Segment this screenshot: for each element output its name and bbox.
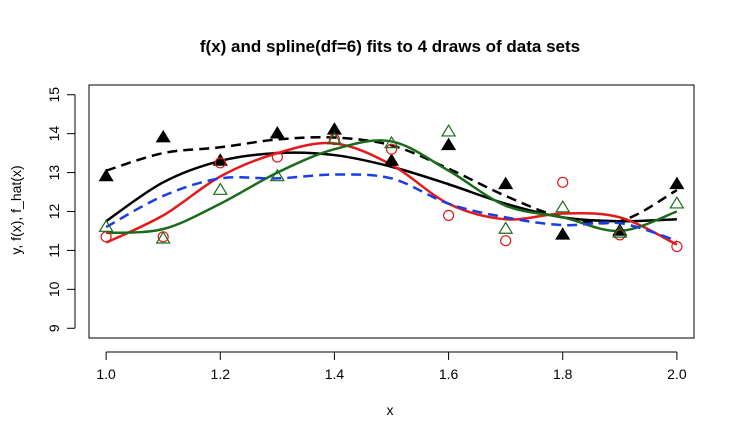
data-point-circle bbox=[271, 151, 283, 163]
y-axis: 9 10 11 12 13 14 15 bbox=[46, 87, 76, 332]
data-point-open-triangle bbox=[326, 131, 342, 145]
y-tick-label: 12 bbox=[46, 204, 62, 220]
data-point-circle bbox=[100, 231, 112, 243]
data-point-filled-triangle bbox=[498, 176, 514, 190]
fit-curve-5 bbox=[105, 173, 678, 242]
x-tick-label: 1.6 bbox=[439, 366, 459, 382]
data-point-filled-triangle bbox=[155, 129, 171, 143]
y-tick-label: 11 bbox=[46, 243, 62, 258]
y-tick-label: 14 bbox=[46, 126, 62, 142]
data-point-open-triangle bbox=[441, 124, 457, 137]
y-tick-label: 10 bbox=[46, 281, 62, 297]
data-point-open-triangle bbox=[555, 199, 571, 213]
y-axis-label: y, f(x), f_hat(x) bbox=[8, 165, 24, 254]
data-point-circle bbox=[671, 240, 683, 253]
data-point-circle bbox=[385, 143, 398, 155]
data-point-filled-triangle bbox=[555, 227, 571, 240]
data-point-open-triangle bbox=[669, 196, 685, 209]
fit-curve-2 bbox=[105, 135, 678, 225]
y-tick-label: 15 bbox=[46, 87, 62, 103]
data-point-open-triangle bbox=[383, 135, 400, 149]
data-points bbox=[98, 122, 685, 253]
data-point-filled-triangle bbox=[441, 137, 457, 151]
y-tick-label: 9 bbox=[46, 324, 62, 332]
x-axis-label: x bbox=[387, 402, 394, 418]
plot-area-frame bbox=[88, 84, 695, 339]
data-point-open-triangle bbox=[212, 182, 228, 195]
x-tick-label: 1.8 bbox=[553, 366, 573, 382]
data-point-circle bbox=[328, 133, 341, 146]
data-point-circle bbox=[557, 176, 569, 188]
x-tick-label: 1.0 bbox=[96, 366, 116, 382]
data-point-filled-triangle bbox=[98, 168, 114, 182]
data-point-filled-triangle bbox=[269, 125, 285, 139]
x-tick-label: 1.4 bbox=[325, 366, 345, 382]
data-point-filled-triangle bbox=[383, 153, 400, 166]
chart-title: f(x) and spline(df=6) fits to 4 draws of… bbox=[200, 37, 580, 56]
data-point-open-triangle bbox=[498, 221, 514, 234]
data-point-filled-triangle bbox=[669, 176, 685, 190]
data-point-open-triangle bbox=[612, 225, 628, 238]
data-point-open-triangle bbox=[98, 219, 114, 232]
data-point-open-triangle bbox=[269, 168, 285, 182]
fit-curve-4 bbox=[106, 139, 678, 235]
data-point-open-triangle bbox=[155, 231, 171, 244]
x-tick-label: 1.2 bbox=[211, 366, 231, 382]
fit-curve-1 bbox=[105, 151, 677, 223]
x-tick-label: 2.0 bbox=[667, 366, 687, 382]
data-point-circle bbox=[500, 235, 512, 247]
y-tick-label: 13 bbox=[46, 165, 62, 181]
data-point-circle bbox=[442, 209, 455, 221]
data-point-circle bbox=[214, 157, 226, 169]
x-axis: 1.0 1.2 1.4 1.6 1.8 2.0 bbox=[96, 351, 687, 382]
